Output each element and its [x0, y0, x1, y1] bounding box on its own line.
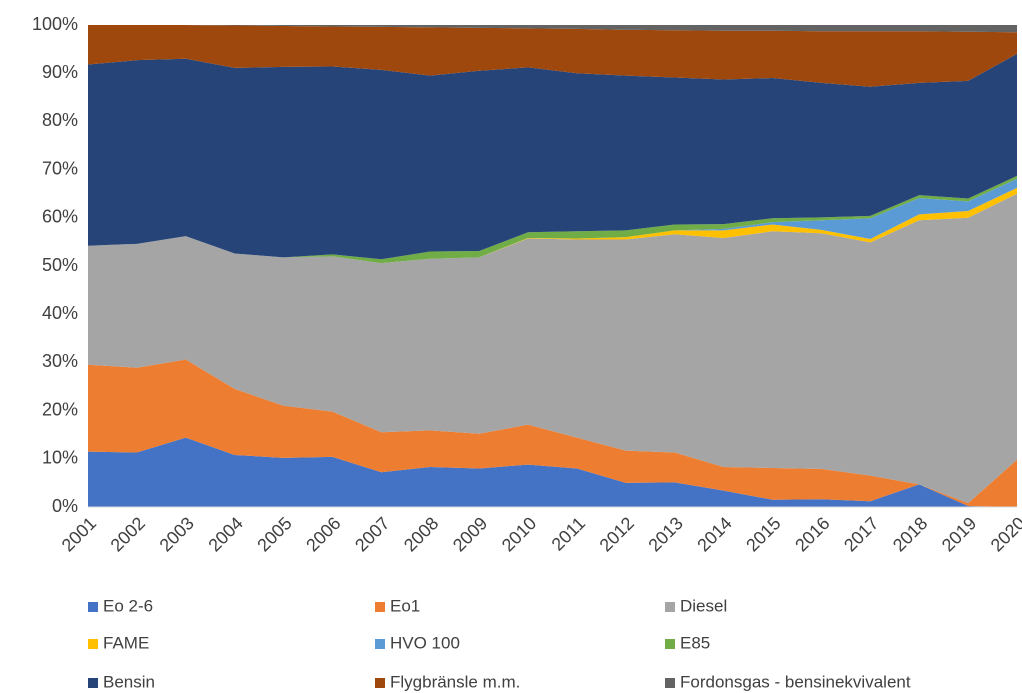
x-tick-label: 2002 [107, 513, 149, 555]
y-tick-label: 30% [42, 351, 78, 371]
y-tick-label: 50% [42, 255, 78, 275]
area [88, 53, 1017, 260]
x-tick-label: 2007 [351, 513, 393, 555]
area [88, 175, 1017, 264]
x-tick-label: 2012 [596, 513, 638, 555]
y-tick-label: 40% [42, 303, 78, 323]
x-tick-label: 2020 [987, 513, 1022, 555]
x-tick-label: 2016 [791, 513, 833, 555]
legend-label: Diesel [680, 596, 727, 615]
x-tick-label: 2010 [498, 513, 540, 555]
x-tick-label: 2013 [644, 513, 686, 555]
x-tick-label: 2008 [400, 513, 442, 555]
legend-swatch [665, 639, 675, 649]
legend-label: Flygbränsle m.m. [390, 672, 520, 691]
y-tick-label: 90% [42, 62, 78, 82]
legend-swatch [375, 602, 385, 612]
legend-label: FAME [103, 633, 149, 652]
x-tick-label: 2019 [938, 513, 980, 555]
x-tick-label: 2015 [742, 513, 784, 555]
legend-label: Eo 2-6 [103, 596, 153, 615]
legend-swatch [88, 639, 98, 649]
x-tick-label: 2005 [253, 513, 295, 555]
legend-label: Fordonsgas - bensinekvivalent [680, 672, 911, 691]
legend-label: Eo1 [390, 596, 420, 615]
area [88, 193, 1017, 504]
legend-label: E85 [680, 633, 710, 652]
x-tick-label: 2009 [449, 513, 491, 555]
legend-label: Bensin [103, 672, 155, 691]
legend-swatch [375, 639, 385, 649]
x-tick-label: 2003 [156, 513, 198, 555]
legend-swatch [665, 678, 675, 688]
area [88, 359, 1017, 507]
y-tick-label: 0% [52, 496, 78, 516]
y-tick-label: 60% [42, 207, 78, 227]
x-tick-label: 2018 [889, 513, 931, 555]
x-tick-label: 2011 [548, 513, 590, 555]
area [88, 25, 1017, 33]
legend-swatch [88, 602, 98, 612]
x-tick-label: 2001 [58, 513, 100, 555]
y-tick-label: 80% [42, 110, 78, 130]
y-tick-label: 20% [42, 399, 78, 419]
x-tick-label: 2004 [204, 513, 246, 555]
legend-swatch [88, 678, 98, 688]
legend-swatch [665, 602, 675, 612]
y-tick-label: 10% [42, 448, 78, 468]
y-tick-label: 70% [42, 158, 78, 178]
y-tick-label: 100% [32, 14, 78, 34]
legend-swatch [375, 678, 385, 688]
x-tick-label: 2014 [693, 513, 735, 555]
area [88, 178, 1017, 264]
legend-label: HVO 100 [390, 633, 460, 652]
x-tick-label: 2006 [302, 513, 344, 555]
area [88, 25, 1017, 87]
area [88, 437, 1017, 507]
x-tick-label: 2017 [840, 513, 882, 555]
